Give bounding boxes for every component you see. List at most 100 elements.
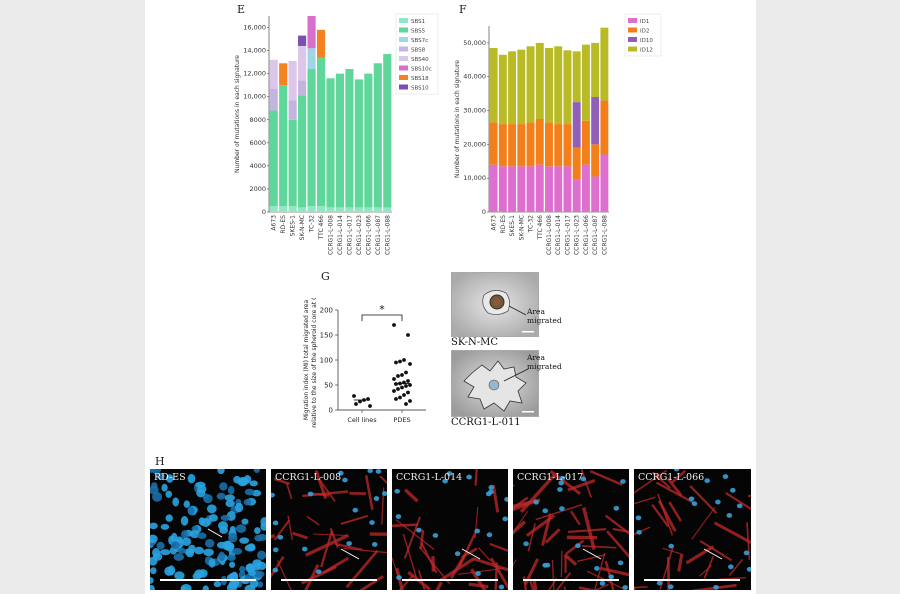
actin-stain-image xyxy=(392,469,508,590)
bar-segment-id1 xyxy=(572,179,581,212)
bar-segment-sbs1 xyxy=(288,206,297,212)
bar-segment-sbs1 xyxy=(364,207,373,212)
y-tick-label: 4000 xyxy=(249,162,266,170)
actin-stain-image xyxy=(634,469,751,590)
bar-segment-sbs1 xyxy=(354,207,363,212)
x-tick-label: CCRG1-L-014 xyxy=(555,215,562,255)
bar-segment-id2 xyxy=(535,119,544,165)
bar-segment-id1 xyxy=(563,166,572,212)
legend-item: ID12 xyxy=(640,48,653,54)
micrograph-label: CCRG1-L-066 xyxy=(638,472,705,483)
data-point xyxy=(396,374,400,378)
data-point xyxy=(358,399,362,404)
y-tick-label: 8000 xyxy=(249,116,266,124)
bar-segment-id2 xyxy=(600,100,609,155)
legend-item: ID2 xyxy=(640,29,649,35)
x-tick-label: TTC 466 xyxy=(537,215,544,241)
bar-segment-id10 xyxy=(572,102,581,148)
spheroid-caption-top: SK-N-MC xyxy=(451,337,498,348)
bar-segment-sbs1 xyxy=(326,207,335,212)
bar-segment-id12 xyxy=(600,27,609,101)
bar-segment-id1 xyxy=(581,164,590,212)
y-tick-label: 10,000 xyxy=(243,93,266,101)
bar-segment-id1 xyxy=(489,164,498,212)
x-tick-label: CCRG1-L-088 xyxy=(384,215,391,255)
micrograph-label: CCRG1-L-017 xyxy=(517,472,584,483)
x-tick-label: CCRG1-L-023 xyxy=(356,215,363,255)
legend-swatch xyxy=(628,37,637,42)
y-tick-label: 14,000 xyxy=(243,47,266,55)
bar-segment-sbs5 xyxy=(345,69,354,208)
data-point xyxy=(404,384,408,388)
y-tick-label: 2000 xyxy=(249,185,266,193)
scale-bar xyxy=(402,579,498,581)
legend-item: SBS8 xyxy=(411,48,426,54)
bar-segment-sbs40 xyxy=(269,59,278,89)
micrograph-label: CCRG1-L-008 xyxy=(275,472,342,483)
bar-segment-id1 xyxy=(508,166,517,212)
x-tick-label: CCRG1-L-023 xyxy=(574,215,581,255)
x-tick-label: TTC 466 xyxy=(318,215,325,241)
legend-item: SBS7c xyxy=(411,38,428,44)
data-point xyxy=(392,323,396,327)
pointer-arrow xyxy=(340,548,360,560)
bar-segment-id12 xyxy=(498,54,507,125)
bar-segment-id12 xyxy=(591,42,600,98)
data-point xyxy=(400,385,404,390)
legend: ID1 ID2 ID10 ID12 xyxy=(624,13,662,57)
spheroid-photo-top xyxy=(451,272,539,337)
data-point xyxy=(396,387,400,391)
data-point xyxy=(394,397,398,401)
area-migrated-note-top: Area migrated xyxy=(527,307,562,325)
y-tick-label: 0 xyxy=(482,208,486,216)
data-point xyxy=(408,399,412,403)
x-tick-label: CCRG1-L-017 xyxy=(564,215,571,255)
bar-segment-id1 xyxy=(498,166,507,212)
bar-segment-sbs5 xyxy=(373,63,382,208)
x-tick-label: CCRG1-L-008 xyxy=(546,215,553,255)
bar-segment-id12 xyxy=(563,50,572,125)
data-point xyxy=(406,390,410,395)
x-tick-label: SKES-1 xyxy=(509,215,516,237)
bar-segment-id1 xyxy=(554,166,563,212)
legend-item: SBS40 xyxy=(411,57,429,63)
data-point xyxy=(406,379,410,383)
x-tick-label: Cell lines xyxy=(347,416,377,424)
bar-segment-sbs1 xyxy=(279,206,288,212)
y-tick-label: 0 xyxy=(262,208,266,216)
bar-segment-sbs1 xyxy=(298,207,307,212)
y-tick-label: 12,000 xyxy=(243,70,266,78)
bar-segment-sbs10 xyxy=(298,35,307,46)
bar-segment-id2 xyxy=(545,122,553,167)
legend-swatch xyxy=(399,75,408,80)
spheroid-top-image xyxy=(452,273,538,336)
bar-segment-id1 xyxy=(517,166,526,212)
actin-stain-image xyxy=(271,469,387,590)
bar-segment-id2 xyxy=(563,124,572,167)
legend-item: SBS10 xyxy=(411,86,429,92)
data-point xyxy=(398,359,402,364)
legend-swatch xyxy=(399,18,408,23)
x-tick-label: CCRG1-L-087 xyxy=(592,215,599,255)
bar-segment-id12 xyxy=(526,46,535,123)
x-tick-label: A673 xyxy=(271,215,278,231)
bar-segment-sbs5 xyxy=(364,73,373,208)
data-point xyxy=(400,373,404,377)
micrograph-ccrg1-l-008: CCRG1-L-008 xyxy=(271,469,387,590)
legend: SBS1 SBS5 SBS7c SBS8 SBS40 SBS10c SBS18 SBS10 xyxy=(395,13,439,95)
x-tick-label: SKES-1 xyxy=(290,215,297,237)
actin-stain-image xyxy=(513,469,629,590)
bar-segment-sbs1 xyxy=(345,207,354,212)
data-point xyxy=(368,404,372,408)
y-tick-label: 50,000 xyxy=(463,39,486,47)
legend-swatch xyxy=(628,46,637,52)
spheroid-bottom-image xyxy=(452,351,538,416)
bar-segment-id12 xyxy=(535,42,544,120)
bar-segment-id2 xyxy=(572,147,581,180)
y-tick-label: 0 xyxy=(329,407,333,415)
bar-segment-id2 xyxy=(517,124,526,167)
bar-segment-id2 xyxy=(489,122,498,165)
bar-segment-id12 xyxy=(581,44,590,121)
y-tick-label: 20,000 xyxy=(463,140,486,148)
bar-segment-sbs5 xyxy=(316,57,326,207)
